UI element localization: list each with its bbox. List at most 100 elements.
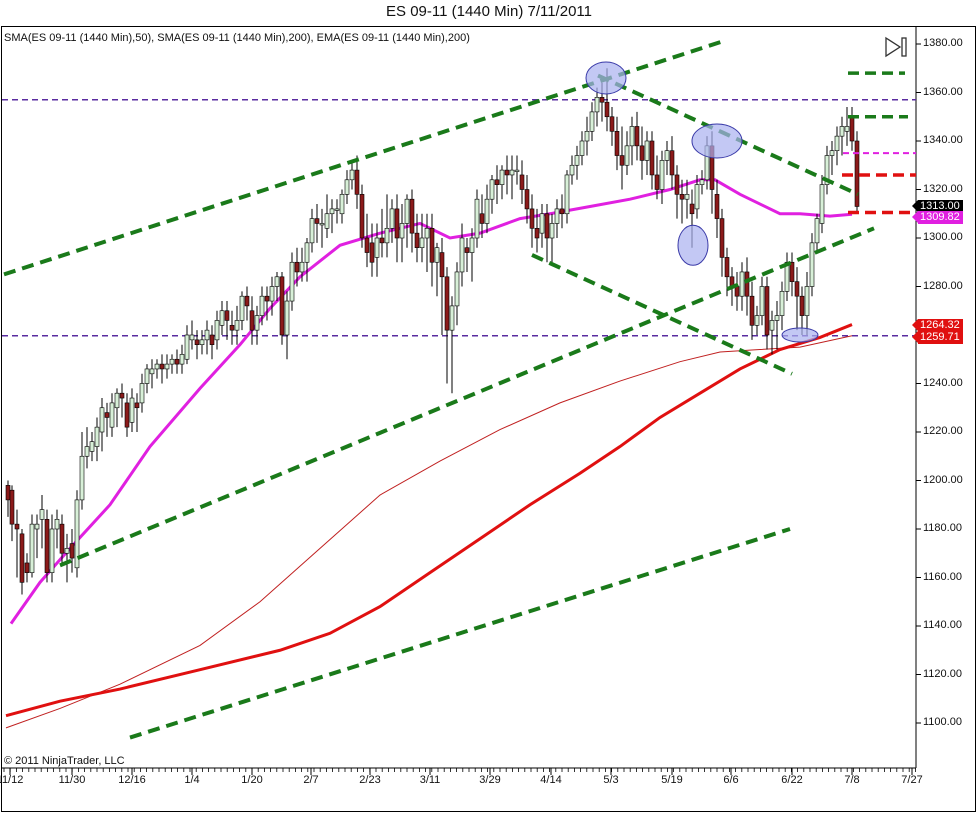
x-tick-label: 4/14 [540,774,562,786]
down-candle [789,261,795,282]
down-candle [439,252,445,278]
up-candle [129,397,135,423]
down-candle [599,97,605,103]
up-candle [594,97,600,113]
up-candle [404,198,410,224]
y-tick-label: 1120.00 [923,667,962,680]
up-candle [589,111,595,132]
up-candle [204,329,210,341]
down-candle [359,194,365,239]
up-candle [549,223,555,239]
down-candle [634,126,640,147]
down-candle [369,242,375,263]
up-candle [79,455,85,501]
down-candle [719,218,725,258]
up-candle [384,228,390,244]
down-candle [134,402,140,409]
up-candle [169,358,175,365]
up-candle [349,169,355,181]
up-candle [109,402,115,428]
down-candle [364,237,370,253]
down-candle [394,208,400,239]
down-candle [44,518,50,573]
down-candle [429,228,435,263]
down-candle [724,257,730,278]
y-tick-label: 1360.00 [923,85,963,98]
down-candle [414,232,420,248]
up-candle [684,194,690,200]
up-candle [424,228,430,239]
down-candle [734,286,740,297]
scroll-to-end-icon[interactable] [884,36,908,58]
up-candle [234,320,240,331]
x-tick-label: 2/23 [359,774,381,786]
sma50-price-label: 1309.82 [912,210,963,224]
up-candle [509,169,515,176]
down-candle [714,194,720,219]
up-candle [769,320,775,331]
up-candle [474,198,480,239]
up-candle [694,184,700,210]
y-tick-label: 1280.00 [923,279,963,292]
down-candle [679,194,685,200]
down-candle [529,208,535,229]
up-candle [499,169,505,185]
up-candle [554,208,560,224]
up-candle [389,208,395,229]
chart-frame [1,26,976,812]
highlight-ellipse [677,224,709,266]
up-candle [139,383,145,404]
up-candle [304,242,310,263]
down-candle [294,261,300,273]
highlight-ellipse [585,61,627,95]
down-candle [314,218,320,224]
sma200-price-label: 1264.32 [912,319,963,333]
down-candle [209,334,215,345]
up-candle [699,179,705,185]
up-candle [484,198,490,224]
x-tick-label: 11/12 [0,774,24,786]
highlight-ellipse [691,123,743,159]
up-candle [54,518,60,530]
up-candle [339,194,345,215]
last-price-label: 1313.00 [912,199,963,213]
up-candle [239,295,245,321]
up-candle [454,271,460,307]
down-candle [479,213,485,224]
up-candle [184,334,190,360]
up-candle [659,160,665,190]
up-candle [74,499,80,569]
down-candle [174,358,180,365]
down-candle [224,310,230,321]
x-tick-label: 5/3 [603,774,619,786]
down-candle [354,169,360,195]
up-candle [329,208,335,215]
up-candle [64,548,70,554]
up-candle [49,528,55,573]
down-candle [5,485,11,501]
up-candle [289,261,295,302]
down-candle [749,295,755,326]
up-candle [644,140,650,161]
down-candle [409,198,415,234]
up-candle [399,223,405,239]
up-candle [259,295,265,316]
down-candle [229,324,235,331]
down-candle [504,169,510,176]
y-tick-label: 1300.00 [923,231,963,243]
down-candle [799,295,805,316]
up-candle [829,150,835,156]
up-candle [434,247,440,263]
down-candle [854,140,860,207]
up-candle [844,126,850,132]
up-candle [824,155,830,185]
ema200-price-label: 1259.71 [912,331,963,345]
down-candle [534,228,540,239]
down-candle [24,562,30,573]
trendline [531,253,793,376]
up-candle [284,300,290,336]
down-candle [794,281,800,297]
up-candle [179,354,185,365]
up-candle [39,509,45,520]
